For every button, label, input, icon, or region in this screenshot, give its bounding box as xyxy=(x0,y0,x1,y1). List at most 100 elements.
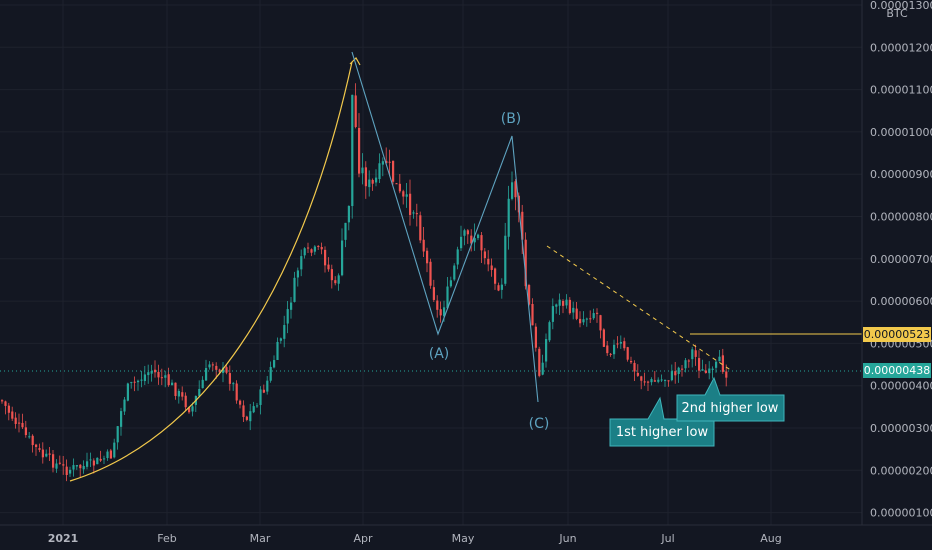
candle xyxy=(324,246,327,273)
candle xyxy=(551,298,554,330)
time-tick-label: 2021 xyxy=(48,532,79,545)
candle xyxy=(371,178,374,191)
candle xyxy=(133,376,136,392)
candle xyxy=(313,245,316,255)
candle xyxy=(630,356,633,364)
candle xyxy=(307,242,310,254)
candle xyxy=(701,359,704,371)
callout-second-label: 2nd higher low xyxy=(682,401,779,416)
candle xyxy=(596,308,599,323)
candle xyxy=(143,365,146,386)
candle xyxy=(225,364,228,375)
candle xyxy=(18,413,21,433)
candle xyxy=(242,400,245,423)
candle xyxy=(375,169,378,187)
candle xyxy=(660,374,663,382)
candle xyxy=(256,403,259,408)
candle xyxy=(446,277,449,310)
candle xyxy=(334,276,337,286)
candle xyxy=(378,153,381,184)
candle xyxy=(626,346,629,362)
candle xyxy=(48,446,51,461)
candle xyxy=(113,438,116,459)
candle xyxy=(667,380,670,387)
candle xyxy=(205,359,208,381)
candle xyxy=(368,170,371,197)
candle xyxy=(45,449,48,458)
candle xyxy=(392,160,395,185)
candle xyxy=(483,248,486,265)
candle xyxy=(140,370,143,388)
price-tick-label: 0.00000400 xyxy=(870,380,932,393)
candle xyxy=(565,294,568,309)
candle xyxy=(86,452,89,470)
candle xyxy=(276,337,279,361)
candle xyxy=(330,264,333,289)
candle xyxy=(89,452,92,467)
candle xyxy=(439,301,442,323)
candle xyxy=(296,267,299,287)
candle xyxy=(364,161,367,199)
candle xyxy=(232,381,235,391)
candle xyxy=(116,426,119,450)
candle xyxy=(674,361,677,384)
candle xyxy=(426,247,429,273)
candle xyxy=(4,400,7,415)
candle xyxy=(164,370,167,388)
candle xyxy=(69,466,72,478)
candle xyxy=(262,384,265,394)
candle xyxy=(562,299,565,314)
candle xyxy=(24,420,27,438)
candle xyxy=(606,340,609,356)
price-tick-label: 0.00000600 xyxy=(870,295,932,308)
current-price-tag: 0.00000438 xyxy=(863,363,931,378)
candle xyxy=(613,339,616,359)
candle xyxy=(664,379,667,387)
candle xyxy=(279,337,282,344)
candle xyxy=(602,328,605,348)
price-tick-label: 0.00000800 xyxy=(870,211,932,224)
candle xyxy=(449,276,452,288)
resistance-price-text: 0.00000523 xyxy=(864,328,930,341)
candles xyxy=(1,83,728,482)
candle xyxy=(35,443,38,456)
candle xyxy=(361,153,364,185)
candle xyxy=(568,297,571,315)
candle xyxy=(239,399,242,409)
candle xyxy=(269,361,272,383)
candle xyxy=(293,271,296,303)
candle xyxy=(647,380,650,392)
candle xyxy=(79,464,82,478)
candle xyxy=(460,225,463,252)
candle xyxy=(150,364,153,382)
candle xyxy=(208,361,211,370)
grid-lines xyxy=(0,0,862,525)
wave-label-a: (A) xyxy=(429,346,450,362)
price-tick-label: 0.00001000 xyxy=(870,126,932,139)
callout-first-label: 1st higher low xyxy=(616,425,709,440)
candle xyxy=(528,283,531,307)
resistance-price-tag: 0.00000523 xyxy=(863,327,931,342)
parabolic-arrow-head xyxy=(349,57,361,66)
candle xyxy=(463,228,466,246)
candle xyxy=(599,314,602,339)
candle xyxy=(351,94,354,219)
candle xyxy=(477,233,480,241)
price-tick-label: 0.00001300 xyxy=(870,0,932,12)
price-axis: 0.00001300 0.00001200 0.00001100 0.00001000… xyxy=(870,0,932,520)
candle xyxy=(422,226,425,257)
candle xyxy=(657,377,660,384)
drawings xyxy=(0,51,862,482)
candle xyxy=(412,210,415,219)
candle xyxy=(283,315,286,348)
candle xyxy=(616,336,619,349)
candle xyxy=(545,333,548,368)
candle xyxy=(558,293,561,316)
candle xyxy=(184,392,187,412)
abc-wave-line xyxy=(351,51,539,403)
candle xyxy=(398,174,401,194)
candle xyxy=(541,354,544,376)
candle xyxy=(252,401,255,414)
price-tick-label: 0.00000300 xyxy=(870,422,932,435)
